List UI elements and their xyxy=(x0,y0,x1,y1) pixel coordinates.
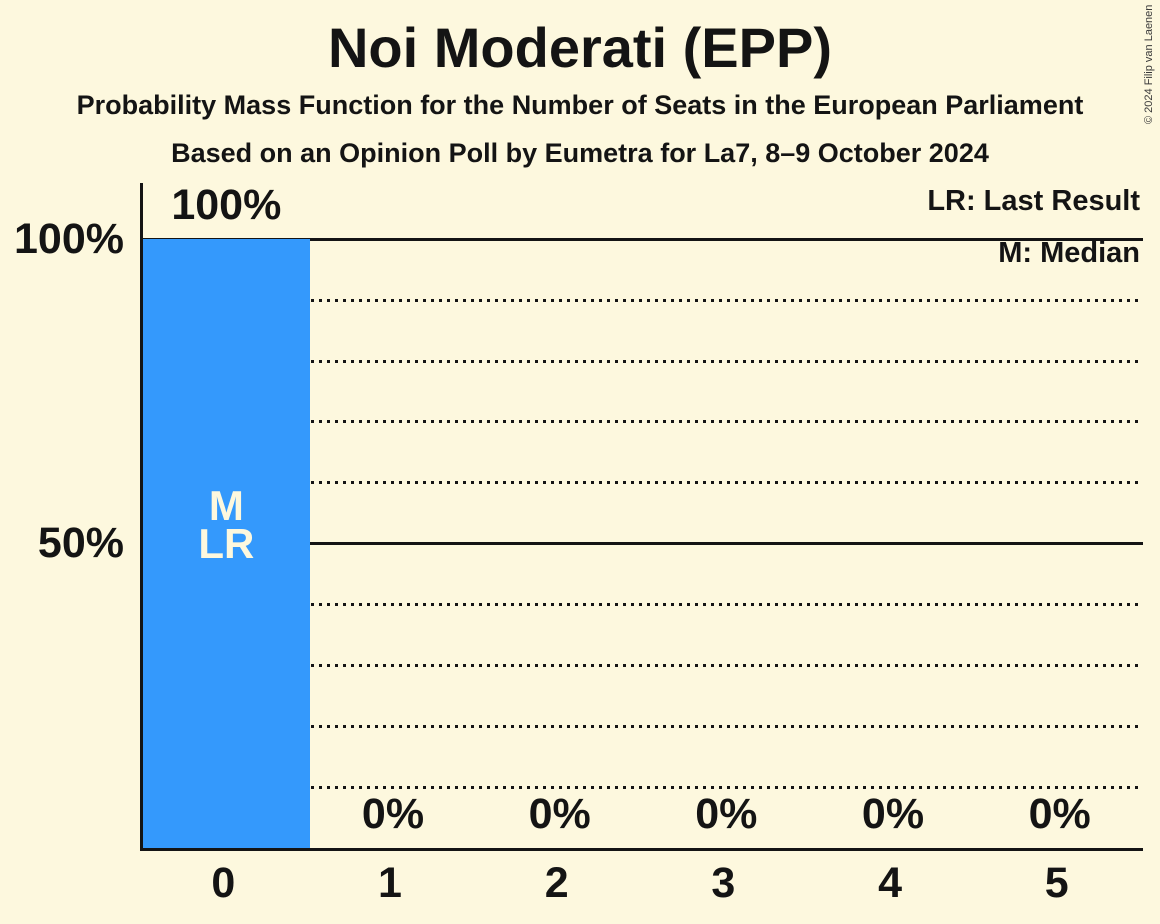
gridline-60pct xyxy=(143,481,1143,484)
gridline-30pct xyxy=(143,664,1143,667)
median-last-result-annotation: M LR xyxy=(198,482,255,567)
gridline-20pct xyxy=(143,725,1143,728)
bar-seats-0 xyxy=(143,239,310,848)
gridline-100pct xyxy=(143,238,1143,241)
x-axis-tick-5: 5 xyxy=(1044,859,1069,907)
gridline-10pct xyxy=(143,786,1143,789)
x-axis-tick-4: 4 xyxy=(878,859,902,907)
legend-median: M: Median xyxy=(998,237,1140,269)
bar-value-label-2: 0% xyxy=(528,790,591,838)
gridline-90pct xyxy=(143,299,1143,302)
x-axis-tick-0: 0 xyxy=(211,859,236,907)
x-axis: 0 1 2 3 4 5 xyxy=(140,858,1140,908)
x-axis-tick-1: 1 xyxy=(378,859,402,907)
chart-title: Noi Moderati (EPP) xyxy=(327,16,833,79)
x-axis-tick-2: 2 xyxy=(544,859,569,907)
x-axis-tick-3: 3 xyxy=(711,859,736,907)
y-axis-tick-100: 100% xyxy=(14,215,124,263)
gridline-80pct xyxy=(143,360,1143,363)
bar-value-label-3: 0% xyxy=(695,790,758,838)
legend-last-result: LR: Last Result xyxy=(927,185,1140,217)
bar-value-label-4: 0% xyxy=(861,790,925,838)
gridline-50pct xyxy=(143,542,1143,545)
gridline-40pct xyxy=(143,603,1143,606)
plot-area: 100% 0% 0% 0% 0% 0% M LR xyxy=(140,181,1143,851)
chart-subtitle: Probability Mass Function for the Number… xyxy=(76,90,1084,120)
bar-value-label-5: 0% xyxy=(1028,790,1091,838)
y-axis-tick-50: 50% xyxy=(37,519,124,567)
chart-source-line: Based on an Opinion Poll by Eumetra for … xyxy=(171,138,989,168)
bar-value-label-0: 100% xyxy=(171,181,282,230)
gridline-70pct xyxy=(143,420,1143,423)
bar-value-label-1: 0% xyxy=(361,790,425,838)
